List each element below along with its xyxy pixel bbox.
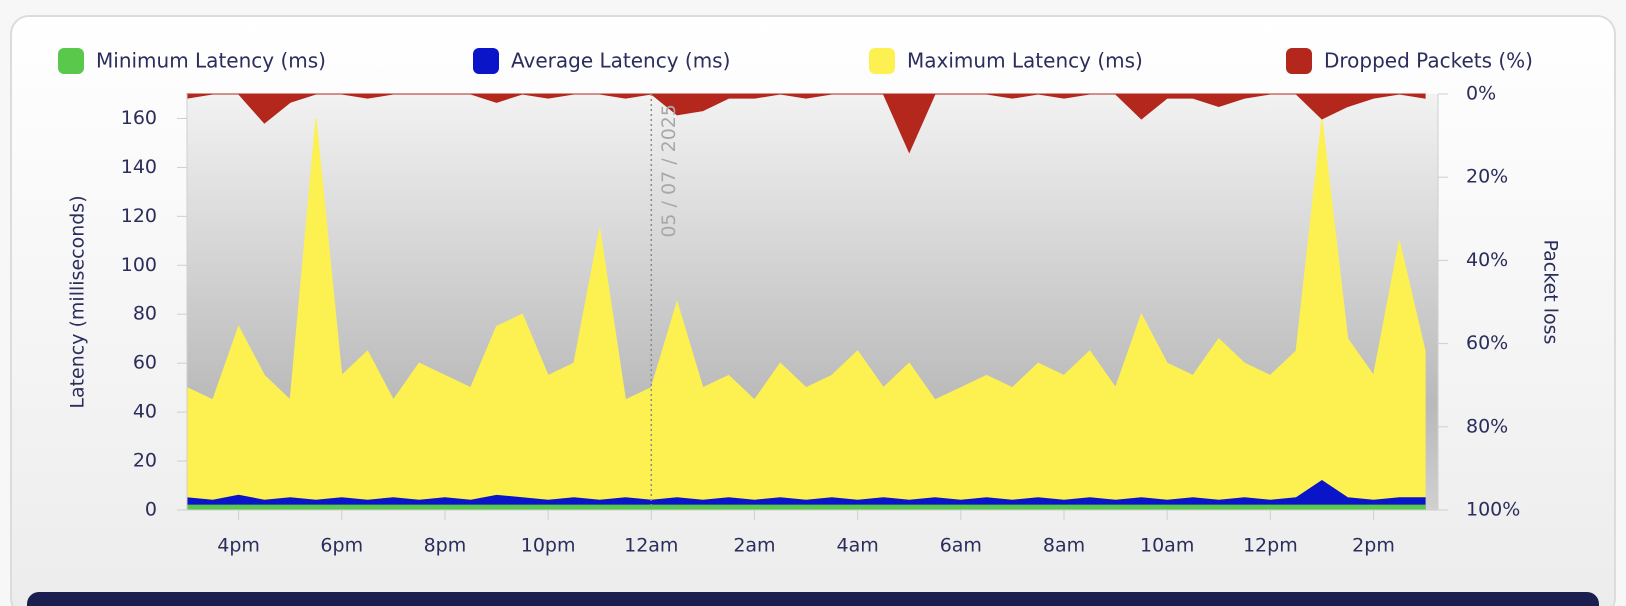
y-tick-label: 160 — [121, 107, 157, 129]
y2-tick-label: 80% — [1466, 415, 1508, 437]
y2-tick-label: 0% — [1466, 83, 1496, 105]
y-tick-label: 20 — [133, 450, 157, 472]
y-tick-label: 140 — [121, 156, 157, 178]
legend-swatch — [58, 48, 84, 74]
date-label: 05 / 07 / 2025 — [658, 104, 680, 238]
footer-bar — [27, 592, 1599, 606]
legend-swatch — [1286, 48, 1312, 74]
legend-swatch — [473, 48, 499, 74]
y2-tick-label: 100% — [1466, 499, 1520, 521]
x-tick-label: 10am — [1140, 535, 1194, 557]
legend-swatch — [869, 48, 895, 74]
series-area — [186, 504, 1426, 511]
x-tick-label: 2pm — [1352, 535, 1395, 557]
legend: Minimum Latency (ms) Average Latency (ms)… — [58, 48, 1533, 74]
x-tick-label: 4am — [837, 535, 879, 557]
series-area — [186, 118, 1426, 511]
y2-axis-title: Packet loss — [1540, 240, 1562, 345]
series-area — [186, 480, 1426, 511]
y2-tick-label: 20% — [1466, 166, 1508, 188]
y2-tick-label: 40% — [1466, 249, 1508, 271]
x-tick-label: 2am — [733, 535, 775, 557]
x-tick-label: 6am — [940, 535, 982, 557]
y-tick-label: 60 — [133, 352, 157, 374]
y-tick-label: 100 — [121, 254, 157, 276]
legend-label: Maximum Latency (ms) — [907, 49, 1143, 73]
x-tick-label: 10pm — [521, 535, 576, 557]
x-tick-label: 6pm — [320, 535, 363, 557]
y2-tick-label: 60% — [1466, 332, 1508, 354]
legend-label: Dropped Packets (%) — [1324, 49, 1533, 73]
x-tick-label: 8pm — [424, 535, 467, 557]
x-tick-label: 8am — [1043, 535, 1085, 557]
x-tick-label: 4pm — [217, 535, 260, 557]
x-tick-label: 12pm — [1243, 535, 1298, 557]
y-tick-label: 40 — [133, 401, 157, 423]
series-area — [186, 93, 1426, 154]
y-tick-label: 80 — [133, 303, 157, 325]
y-tick-label: 120 — [121, 205, 157, 227]
legend-label: Minimum Latency (ms) — [96, 49, 326, 73]
x-tick-label: 12am — [624, 535, 678, 557]
legend-label: Average Latency (ms) — [511, 49, 730, 73]
y-tick-label: 0 — [145, 499, 157, 521]
y-axis-title: Latency (milliseconds) — [67, 195, 89, 408]
